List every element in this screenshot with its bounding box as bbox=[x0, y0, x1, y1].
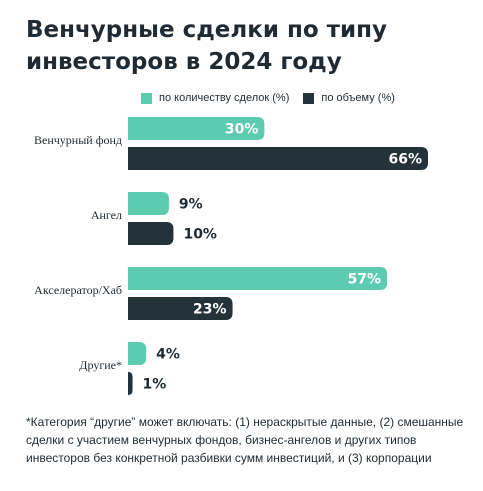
bar-count bbox=[128, 117, 265, 140]
footnote: *Категория “другие” может включать: (1) … bbox=[26, 415, 464, 465]
data-label: 1% bbox=[143, 377, 167, 393]
data-label: 9% bbox=[179, 197, 203, 213]
category-label: Акселератор/Хаб bbox=[34, 283, 122, 297]
category-label: Другие* bbox=[79, 358, 122, 372]
data-label: 30% bbox=[225, 122, 259, 138]
legend-swatch-volume bbox=[303, 92, 315, 104]
legend-item-count: по количеству сделок (%) bbox=[141, 92, 289, 104]
bar-volume bbox=[128, 222, 174, 245]
data-label: 23% bbox=[193, 302, 227, 318]
bar-volume bbox=[128, 147, 428, 170]
legend-label-count: по количеству сделок (%) bbox=[159, 92, 290, 104]
bar-chart: Венчурный фонд 30% 66% Ангел 9% 10% Акселерато… bbox=[34, 117, 428, 395]
data-label: 10% bbox=[183, 227, 217, 243]
bar-volume bbox=[128, 372, 133, 395]
data-label: 66% bbox=[388, 152, 422, 168]
bar-volume bbox=[128, 297, 233, 320]
legend: по количеству сделок (%) по объему (%) bbox=[141, 90, 409, 106]
category-label: Венчурный фонд bbox=[34, 133, 122, 147]
legend-swatch-count bbox=[141, 92, 152, 104]
bar-count bbox=[128, 267, 388, 290]
bar-count bbox=[128, 342, 147, 365]
legend-item-volume: по объему (%) bbox=[303, 92, 395, 104]
bar-count bbox=[128, 192, 169, 215]
legend-label-volume: по объему (%) bbox=[321, 92, 395, 104]
data-label: 57% bbox=[348, 272, 382, 288]
category-label: Ангел bbox=[91, 208, 122, 222]
data-label: 4% bbox=[156, 347, 180, 363]
chart-title: Венчурные сделки по типу инвесторов в 20… bbox=[26, 17, 387, 75]
